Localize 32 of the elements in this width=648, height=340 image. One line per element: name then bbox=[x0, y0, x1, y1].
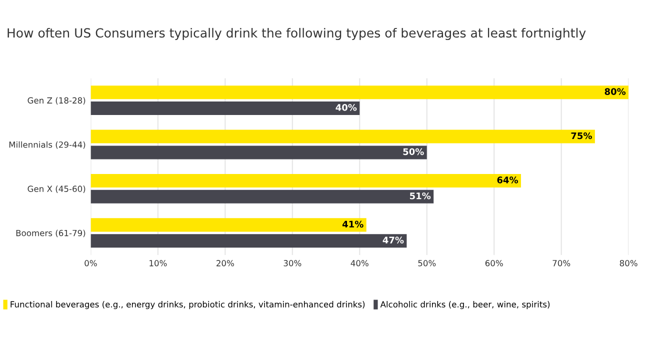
y-tick-label: Gen X (45-60) bbox=[28, 186, 86, 193]
legend-label: Functional beverages (e.g., energy drinks, probiotic drinks, vitamin-enhanced drinks) bbox=[10, 301, 365, 310]
x-tick-label: 0% bbox=[84, 260, 97, 266]
data-label: 51% bbox=[410, 192, 431, 200]
bar bbox=[90, 218, 366, 232]
x-tick-label: 50% bbox=[418, 260, 436, 266]
bar bbox=[90, 174, 521, 188]
x-tick-label: 80% bbox=[620, 260, 638, 266]
x-tick-label: 10% bbox=[150, 260, 167, 266]
bar bbox=[90, 146, 427, 160]
legend-label: Alcoholic drinks (e.g., beer, wine, spirits) bbox=[380, 301, 550, 310]
x-tick-label: 30% bbox=[284, 260, 302, 266]
bar bbox=[90, 190, 434, 204]
data-label: 40% bbox=[336, 104, 357, 111]
bar bbox=[90, 234, 407, 248]
x-tick-label: 20% bbox=[216, 260, 234, 266]
data-label: 47% bbox=[382, 236, 404, 244]
y-tick-label: Gen Z (18-28) bbox=[28, 97, 86, 105]
data-label: 64% bbox=[497, 176, 518, 184]
chart-title: How often US Consumers typically drink the following types of beverages at least fortnightly bbox=[8, 28, 586, 40]
bar bbox=[90, 86, 629, 100]
x-tick-label: 70% bbox=[552, 260, 570, 266]
x-tick-label: 60% bbox=[485, 260, 503, 266]
y-tick-label: Boomers (61-79) bbox=[16, 230, 86, 238]
data-label: 80% bbox=[604, 88, 626, 95]
data-label: 75% bbox=[571, 132, 592, 140]
bar bbox=[90, 101, 360, 116]
y-tick-label: Millennials (29-44) bbox=[9, 141, 86, 149]
bar bbox=[90, 130, 595, 144]
x-tick-label: 40% bbox=[350, 260, 368, 266]
data-label: 50% bbox=[403, 148, 424, 156]
data-label: 41% bbox=[342, 220, 364, 228]
